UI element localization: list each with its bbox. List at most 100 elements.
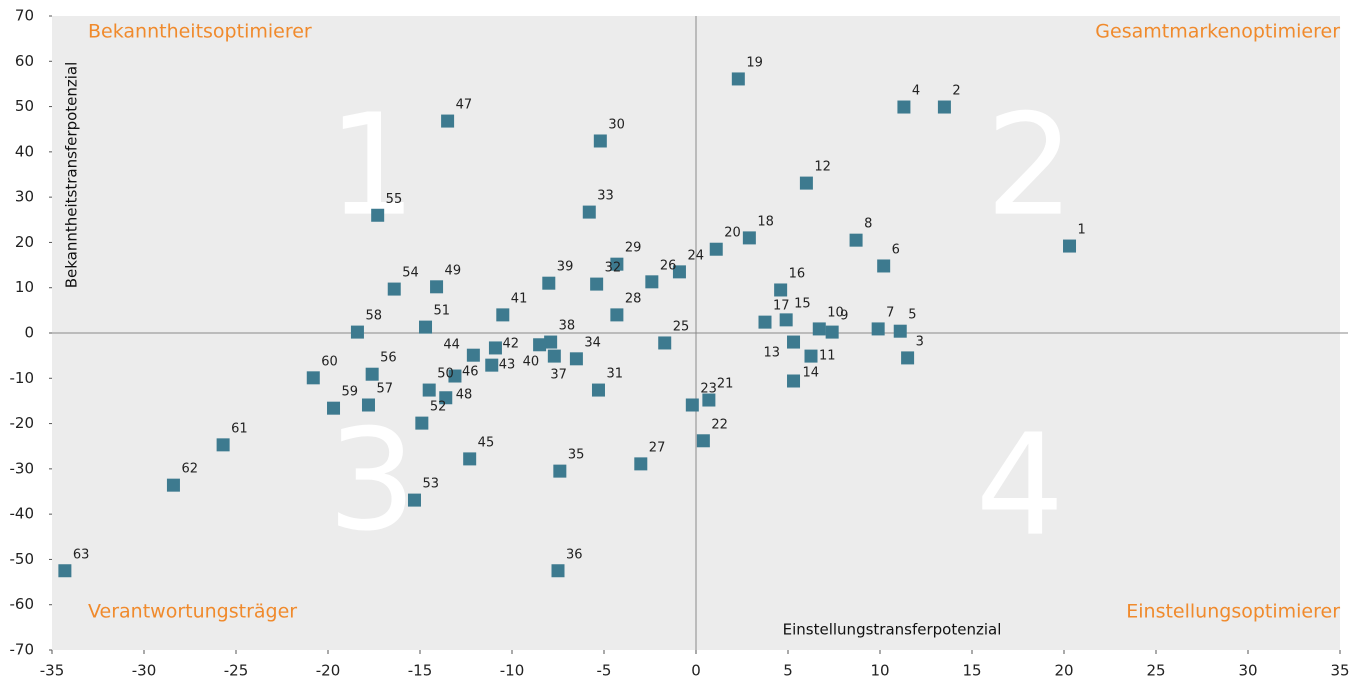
point <box>877 259 891 273</box>
y-tick-label: -60 <box>10 595 35 613</box>
y-tick-label: -30 <box>10 459 35 477</box>
point <box>365 367 379 381</box>
point-label: 13 <box>764 346 781 361</box>
point-label: 44 <box>443 338 460 353</box>
point-label: 26 <box>660 258 677 273</box>
point-label: 51 <box>434 304 451 319</box>
point-label: 9 <box>840 309 848 324</box>
point-label: 49 <box>445 263 462 278</box>
point-label: 53 <box>422 477 439 492</box>
x-tick-label: 35 <box>1330 662 1349 680</box>
point <box>496 308 510 322</box>
point-label: 18 <box>757 214 774 229</box>
point <box>591 383 605 397</box>
y-tick-label: 0 <box>24 324 34 342</box>
corner-label: Bekanntheitsoptimierer <box>88 21 312 43</box>
point <box>696 434 710 448</box>
point <box>448 369 462 383</box>
quadrant-number: 4 <box>975 405 1064 568</box>
point-label: 29 <box>625 241 642 256</box>
y-tick-label: -40 <box>10 505 35 523</box>
point <box>731 72 745 86</box>
x-tick-label: 10 <box>870 662 889 680</box>
point <box>439 391 453 405</box>
point-label: 5 <box>908 308 916 323</box>
point <box>485 358 499 372</box>
point-label: 60 <box>321 354 338 369</box>
point-label: 8 <box>864 217 872 232</box>
point <box>702 393 716 407</box>
point-label: 63 <box>73 547 90 562</box>
point <box>787 374 801 388</box>
x-tick-label: -5 <box>597 662 612 680</box>
corner-label: Gesamtmarkenoptimierer <box>1095 21 1340 43</box>
point <box>466 348 480 362</box>
x-tick-label: -35 <box>40 662 65 680</box>
point <box>407 493 421 507</box>
x-tick-label: 5 <box>783 662 793 680</box>
point <box>658 336 672 350</box>
point <box>672 265 686 279</box>
point <box>937 100 951 114</box>
point <box>582 205 596 219</box>
point-label: 3 <box>916 334 924 349</box>
point-label: 22 <box>711 417 728 432</box>
point <box>533 338 547 352</box>
quadrant-number: 1 <box>327 85 416 248</box>
point-label: 2 <box>952 84 960 99</box>
point <box>871 322 885 336</box>
y-tick-label: 40 <box>15 142 34 160</box>
point <box>849 233 863 247</box>
point <box>812 322 826 336</box>
point-label: 43 <box>499 358 516 373</box>
y-tick-label: -70 <box>10 641 35 659</box>
y-tick-label: 10 <box>15 278 34 296</box>
point <box>709 242 723 256</box>
point <box>787 335 801 349</box>
point-label: 39 <box>557 260 574 275</box>
point-label: 61 <box>231 421 248 436</box>
x-tick-label: 0 <box>691 662 701 680</box>
y-tick-label: 60 <box>15 52 34 70</box>
y-tick-label: 30 <box>15 188 34 206</box>
point-label: 34 <box>584 335 601 350</box>
point-label: 58 <box>365 309 382 324</box>
point-label: 19 <box>746 55 763 70</box>
point-label: 41 <box>511 291 528 306</box>
point <box>488 341 502 355</box>
point <box>306 371 320 385</box>
point <box>350 325 364 339</box>
point <box>779 313 793 327</box>
point <box>685 398 699 412</box>
point-label: 17 <box>773 299 790 314</box>
y-tick-label: 20 <box>15 233 34 251</box>
point-label: 40 <box>523 354 540 369</box>
point-label: 10 <box>827 305 844 320</box>
point-label: 42 <box>502 336 519 351</box>
point-label: 36 <box>566 547 583 562</box>
point <box>634 457 648 471</box>
x-tick-label: 30 <box>1238 662 1257 680</box>
point <box>551 564 565 578</box>
point-label: 31 <box>606 367 623 382</box>
point <box>758 315 772 329</box>
point-label: 20 <box>724 226 741 241</box>
point-label: 15 <box>794 296 811 311</box>
x-tick-label: -25 <box>224 662 249 680</box>
point <box>327 401 341 415</box>
point-label: 24 <box>687 248 704 263</box>
point <box>371 208 385 222</box>
point-label: 37 <box>550 368 567 383</box>
point-label: 11 <box>819 349 836 364</box>
point-label: 55 <box>386 192 403 207</box>
point-label: 33 <box>597 189 614 204</box>
point <box>216 438 230 452</box>
point <box>166 478 180 492</box>
y-tick-label: -20 <box>10 414 35 432</box>
point-label: 1 <box>1078 223 1086 238</box>
point-label: 32 <box>605 261 622 276</box>
point <box>645 275 659 289</box>
x-tick-label: 20 <box>1054 662 1073 680</box>
point-label: 47 <box>456 98 473 113</box>
